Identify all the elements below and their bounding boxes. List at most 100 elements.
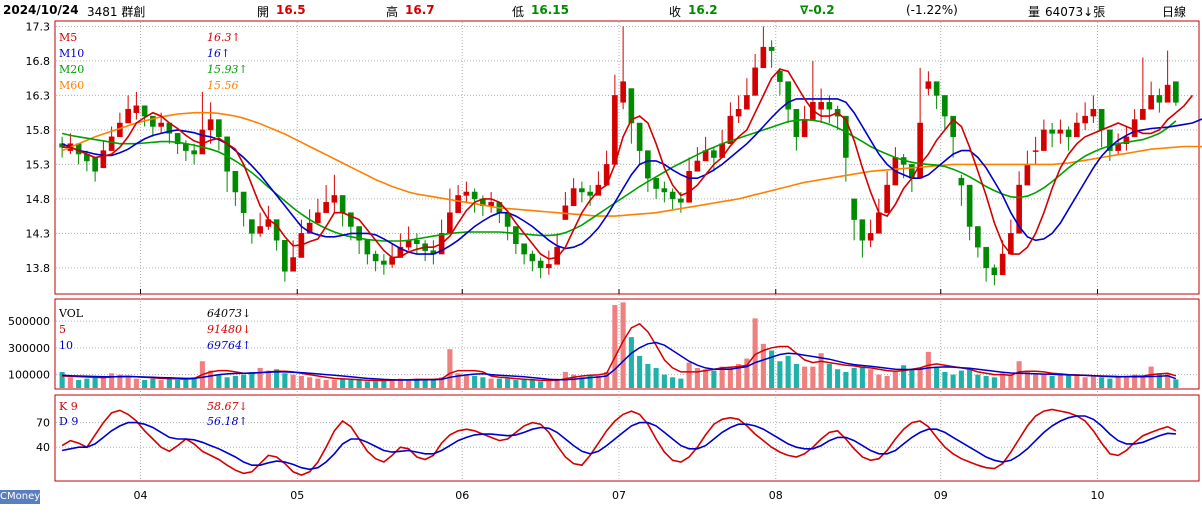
volume-bar	[1000, 373, 1006, 388]
volume-bar	[810, 366, 816, 388]
ma-line-m5	[62, 68, 1194, 260]
candle-up	[727, 115, 734, 144]
volume-bar	[488, 378, 494, 388]
change-value: ∇-0.2	[800, 3, 835, 17]
candle-down	[282, 240, 288, 272]
volume-bar	[1041, 374, 1047, 388]
candle-down	[191, 150, 197, 155]
month-label: 06	[455, 489, 469, 502]
candle-down	[966, 184, 973, 227]
volume-bar	[884, 375, 890, 388]
volume-bar	[158, 379, 164, 388]
kd-d-line	[61, 415, 1176, 471]
volume-bar	[1123, 375, 1129, 388]
candle-down	[942, 95, 948, 117]
volume-bar	[257, 367, 263, 388]
candle-up	[1032, 150, 1039, 152]
volume-bar	[628, 337, 634, 388]
volume-bar	[719, 366, 725, 388]
candle-up	[1082, 115, 1088, 124]
candle-down	[983, 246, 989, 269]
volume-bar	[975, 374, 981, 388]
candle-down	[950, 115, 956, 138]
volume-bar	[620, 302, 626, 388]
volume-bar	[315, 378, 321, 388]
candle-up	[1041, 129, 1047, 151]
candle-up	[752, 67, 758, 96]
candle-up	[257, 226, 263, 234]
ma-legend-name: M20	[59, 63, 84, 76]
open-value: 16.5	[276, 3, 306, 17]
month-label: 05	[290, 489, 304, 502]
candle-down	[513, 226, 519, 244]
volume-bar	[793, 363, 799, 388]
candle-down	[768, 46, 775, 51]
volume-bar	[430, 379, 436, 388]
candle-down	[958, 177, 965, 186]
volume-bar	[84, 378, 90, 388]
candle-down	[933, 81, 940, 96]
volume-bar	[826, 363, 832, 388]
candle-down	[364, 240, 371, 255]
candle-up	[199, 129, 206, 155]
candle-up	[735, 108, 742, 117]
volume-bar	[835, 369, 841, 388]
volume-bar	[472, 375, 478, 388]
volume-bar	[208, 370, 214, 388]
volume-legend-name: 5	[59, 323, 66, 336]
candle-down	[661, 188, 668, 193]
volume-bar	[571, 374, 577, 388]
candle-down	[150, 115, 156, 127]
candle-down	[785, 81, 791, 110]
candle-down	[1065, 129, 1072, 138]
volume-legend-value: 64073↓	[207, 307, 251, 320]
volume-bar	[414, 378, 420, 388]
candle-up	[867, 233, 874, 241]
volume-bar	[92, 377, 98, 388]
volume-bar	[538, 381, 544, 388]
candle-down	[529, 253, 536, 262]
volume-bar	[958, 370, 964, 388]
ma-legend-value: 15.93↑	[207, 63, 248, 76]
volume-bar	[1082, 377, 1088, 388]
candle-up	[290, 257, 296, 272]
volume-bar	[934, 367, 940, 388]
volume-tick-label: 300000	[8, 342, 50, 355]
volume-bar	[917, 367, 923, 388]
kd-tick-label: 40	[36, 441, 50, 454]
candle-down	[339, 195, 346, 213]
candle-up	[1123, 136, 1130, 144]
volume-bar	[298, 375, 304, 388]
candle-up	[488, 202, 494, 207]
period-label: 日線	[1162, 5, 1187, 19]
candle-down	[273, 219, 280, 241]
cmoney-watermark: CMoney	[0, 490, 41, 504]
candle-up	[801, 119, 808, 138]
kd-tick-label: 70	[36, 417, 50, 430]
candle-up	[570, 188, 577, 207]
volume-bar	[769, 350, 775, 388]
volume-bar	[1148, 366, 1154, 388]
price-tick-label: 16.8	[26, 55, 51, 68]
candle-down	[381, 260, 387, 265]
volume-bar	[868, 369, 874, 388]
candle-up	[1140, 108, 1146, 120]
volume-bar	[925, 351, 931, 388]
candle-up	[818, 102, 824, 110]
candle-up	[884, 184, 890, 213]
quote-date: 2024/10/24	[3, 3, 79, 17]
volume-bar	[340, 378, 346, 388]
volume-bar	[1115, 377, 1121, 388]
volume-bar	[373, 381, 379, 388]
candle-up	[331, 195, 338, 203]
kd-legend-name: D 9	[59, 415, 78, 428]
price-tick-label: 17.3	[26, 20, 51, 33]
volume-bar	[777, 361, 783, 388]
candle-down	[240, 191, 247, 213]
candle-up	[1016, 184, 1022, 234]
volume-label: 量	[1028, 5, 1041, 19]
candle-down	[348, 212, 354, 227]
volume-bar	[125, 377, 131, 388]
close-label: 收	[669, 5, 682, 19]
